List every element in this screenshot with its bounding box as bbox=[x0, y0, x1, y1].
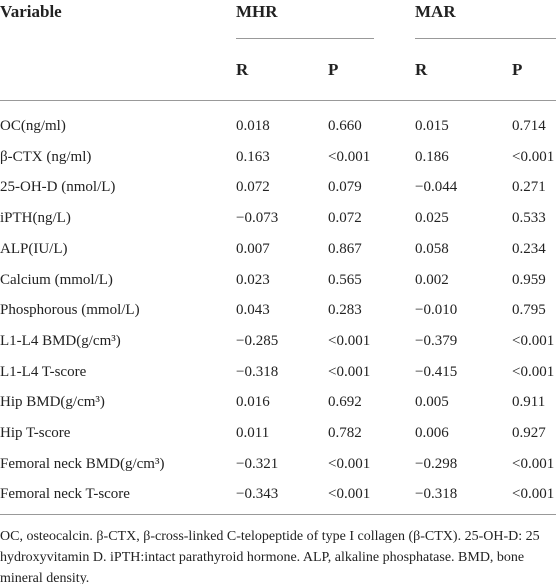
cell: −0.285 bbox=[236, 332, 279, 349]
row-label: L1-L4 BMD(g/cm³) bbox=[0, 332, 121, 349]
cell: −0.321 bbox=[236, 455, 279, 472]
cell: <0.001 bbox=[328, 148, 371, 165]
subheader: P bbox=[512, 60, 523, 79]
row-label: Femoral neck BMD(g/cm³) bbox=[0, 455, 165, 472]
row-label: iPTH(ng/L) bbox=[0, 210, 71, 227]
cell: 0.043 bbox=[236, 302, 270, 319]
cell: 0.002 bbox=[415, 271, 449, 288]
cell: <0.001 bbox=[512, 148, 555, 165]
cell: 0.018 bbox=[236, 118, 270, 134]
cell: 0.023 bbox=[236, 271, 270, 288]
cell: 0.911 bbox=[512, 394, 546, 411]
cell: 0.006 bbox=[415, 425, 449, 441]
cell: −0.415 bbox=[415, 363, 458, 380]
cell: −0.298 bbox=[415, 455, 458, 472]
cell: 0.072 bbox=[236, 179, 270, 196]
group-rule bbox=[415, 38, 556, 39]
cell: −0.343 bbox=[236, 486, 279, 503]
row-label: OC(ng/ml) bbox=[0, 118, 66, 134]
row-label: ALP(IU/L) bbox=[0, 240, 68, 257]
cell: <0.001 bbox=[512, 486, 555, 503]
cell: 0.234 bbox=[512, 240, 546, 257]
cell: 0.271 bbox=[512, 179, 546, 196]
cell: 0.283 bbox=[328, 302, 362, 319]
cell: 0.795 bbox=[512, 302, 546, 319]
row-label: Calcium (mmol/L) bbox=[0, 271, 113, 288]
cell: 0.959 bbox=[512, 271, 546, 288]
cell: 0.163 bbox=[236, 148, 270, 165]
cell: −0.010 bbox=[415, 302, 458, 319]
group-rule bbox=[236, 38, 374, 39]
cell: 0.058 bbox=[415, 240, 449, 257]
cell: −0.318 bbox=[415, 486, 458, 503]
row-label: Hip BMD(g/cm³) bbox=[0, 394, 105, 411]
cell: 0.079 bbox=[328, 179, 362, 196]
cell: 0.692 bbox=[328, 394, 362, 411]
cell: 0.867 bbox=[328, 240, 362, 257]
cell: <0.001 bbox=[328, 455, 371, 472]
header-rule bbox=[0, 100, 556, 101]
cell: −0.073 bbox=[236, 210, 279, 227]
cell: 0.927 bbox=[512, 425, 546, 441]
cell: 0.782 bbox=[328, 425, 362, 441]
cell: <0.001 bbox=[512, 363, 555, 380]
row-label: Hip T-score bbox=[0, 425, 71, 441]
cell: 0.005 bbox=[415, 394, 449, 411]
subheader: R bbox=[415, 60, 428, 79]
cell: 0.565 bbox=[328, 271, 362, 288]
cell: 0.015 bbox=[415, 118, 449, 134]
cell: 0.533 bbox=[512, 210, 546, 227]
group-header: MHR bbox=[236, 2, 278, 21]
cell: <0.001 bbox=[328, 363, 371, 380]
row-label: Phosphorous (mmol/L) bbox=[0, 302, 140, 319]
row-label: β-CTX (ng/ml) bbox=[0, 148, 92, 165]
cell: 0.016 bbox=[236, 394, 270, 411]
cell: <0.001 bbox=[328, 332, 371, 349]
cell: 0.714 bbox=[512, 118, 546, 134]
group-header: MAR bbox=[415, 2, 456, 21]
cell: −0.379 bbox=[415, 332, 458, 349]
bottom-rule bbox=[0, 514, 556, 515]
header-variable: Variable bbox=[0, 2, 62, 21]
subheader: R bbox=[236, 60, 249, 79]
cell: 0.660 bbox=[328, 118, 362, 134]
cell: <0.001 bbox=[328, 486, 371, 503]
cell: 0.011 bbox=[236, 425, 270, 441]
footnote: OC, osteocalcin. β-CTX, β-cross-linked C… bbox=[0, 529, 540, 584]
cell: 0.072 bbox=[328, 210, 362, 227]
cell: 0.025 bbox=[415, 210, 449, 227]
cell: <0.001 bbox=[512, 455, 555, 472]
subheader: P bbox=[328, 60, 339, 79]
row-label: L1-L4 T-score bbox=[0, 363, 87, 380]
row-label: Femoral neck T-score bbox=[0, 486, 130, 503]
cell: −0.318 bbox=[236, 363, 279, 380]
cell: 0.007 bbox=[236, 240, 270, 257]
cell: <0.001 bbox=[512, 332, 555, 349]
cell: 0.186 bbox=[415, 148, 449, 165]
row-label: 25-OH-D (nmol/L) bbox=[0, 179, 116, 196]
cell: −0.044 bbox=[415, 179, 458, 196]
